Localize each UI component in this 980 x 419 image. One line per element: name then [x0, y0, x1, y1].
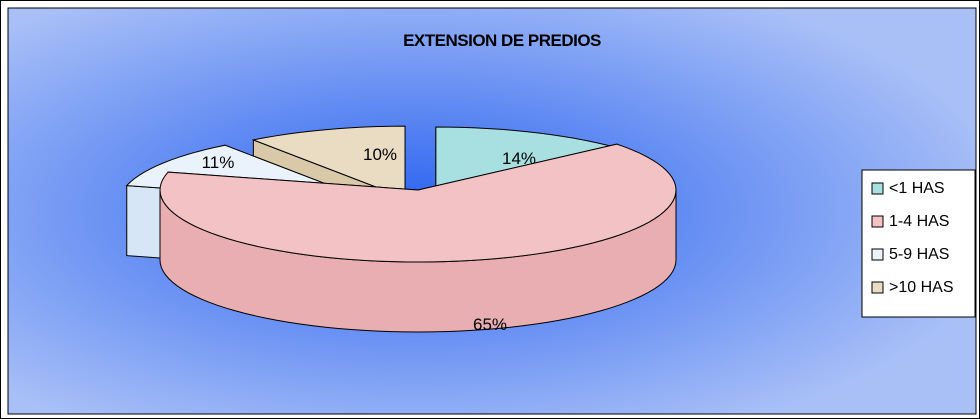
legend-swatch-5-9-has — [871, 248, 884, 261]
legend-swatch-lt-1-has — [871, 182, 884, 195]
pie-slice-top-1-4-has — [159, 143, 677, 263]
legend-swatch-gt-10-has — [871, 281, 884, 294]
legend-label-5-9-has: 5-9 HAS — [889, 246, 949, 263]
legend: <1 HAS 1-4 HAS 5-9 HAS >10 HAS — [861, 169, 976, 318]
legend-label-gt-10-has: >10 HAS — [889, 279, 953, 296]
data-label-lt-1-has: 14% — [502, 149, 536, 168]
data-label-1-4-has: 65% — [473, 315, 507, 334]
data-label-5-9-has: 11% — [202, 153, 235, 172]
pie-slice-top-gt-10-has — [251, 125, 406, 199]
legend-label-1-4-has: 1-4 HAS — [889, 213, 949, 230]
pie-group — [125, 125, 677, 333]
legend-label-lt-1-has: <1 HAS — [889, 180, 945, 197]
data-labels: 14% 65% 11% 10% — [202, 145, 536, 334]
legend-swatch-1-4-has — [871, 215, 884, 228]
pie-slice-1-4-has — [159, 143, 677, 333]
data-label-gt-10-has: 10% — [363, 145, 397, 164]
chart-title: EXTENSION DE PREDIOS — [403, 31, 601, 50]
